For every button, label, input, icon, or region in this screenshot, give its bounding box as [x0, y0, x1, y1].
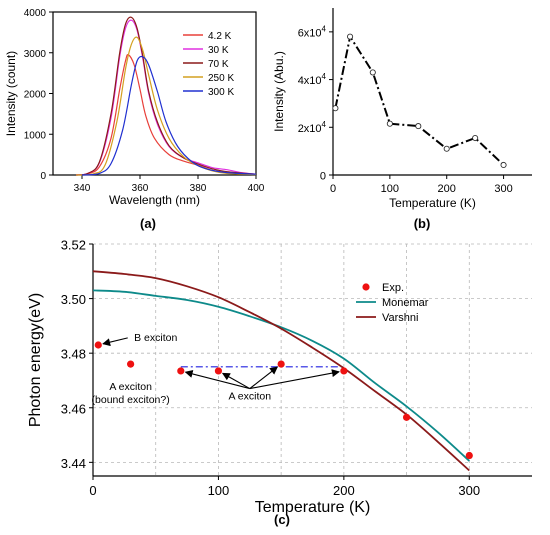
- panel-a-caption: (a): [140, 216, 156, 231]
- intensity-marker: [472, 134, 479, 142]
- annotation-label: A exciton: [109, 381, 152, 393]
- panel-b-intensity: (b) 0 100 200 300 0 2x104 4x104 6x104 Temperatur…: [272, 8, 532, 231]
- legend-label: 30 K: [208, 45, 229, 56]
- intensity-marker: [386, 120, 393, 127]
- exp-point: [177, 367, 185, 375]
- intensity-marker: [443, 145, 450, 152]
- legend-label: 250 K: [208, 73, 234, 84]
- x-tick-label: 380: [190, 183, 207, 194]
- spectrum-line-250K: [76, 36, 257, 176]
- exp-point: [465, 451, 473, 460]
- annotation-arrow: [221, 372, 251, 390]
- exp-point: [340, 367, 348, 375]
- exp-point: [94, 341, 102, 349]
- model-line-monemar: [92, 289, 470, 462]
- exp-point: [277, 360, 285, 368]
- x-tick-label: 300: [494, 183, 512, 195]
- intensity-marker: [500, 161, 507, 169]
- intensity-marker: [332, 105, 339, 112]
- y-tick-label: 2000: [24, 90, 47, 101]
- annotation-label: (bound exciton?): [92, 394, 170, 406]
- x-axis-label: Temperature (K): [389, 196, 476, 210]
- legend-label: 70 K: [208, 59, 229, 70]
- y-tick-label: 2x104: [298, 120, 327, 135]
- intensity-marker: [415, 123, 422, 130]
- panel-c-caption: (c): [274, 512, 290, 527]
- spectrum-line-300K: [81, 55, 257, 176]
- legend-swatch-exp: [362, 283, 370, 291]
- y-tick-label: 3000: [24, 49, 47, 60]
- exp-point: [127, 360, 135, 368]
- y-tick-label: 3.48: [61, 347, 86, 362]
- panel-a-spectra: (a) 340 360 380 40001000200030004000Wavelen…: [4, 8, 265, 231]
- exp-point: [214, 367, 223, 375]
- legend-label: Exp.: [382, 282, 404, 294]
- annotation-arrow: [249, 366, 278, 390]
- annotation-label: B exciton: [134, 332, 177, 344]
- y-axis-label: Intensity (Abu.): [272, 51, 286, 132]
- x-tick-label: 0: [89, 483, 96, 498]
- y-tick-label: 6x104: [298, 24, 327, 39]
- x-tick-label: 300: [458, 483, 480, 498]
- panel-c-photon-energy: (c) 0 100 200 300 3.44 3.46 3.48 3.50 3.52 Temper…: [27, 238, 532, 527]
- annotation-label: A exciton: [228, 391, 271, 403]
- y-tick-label: 3.44: [61, 456, 86, 471]
- y-tick-label: 0: [40, 171, 46, 182]
- y-tick-label: 3.52: [61, 238, 86, 253]
- y-axis-label: Photon energy(eV): [27, 293, 44, 427]
- annotation-arrow: [184, 370, 250, 390]
- legend-label: Monemar: [382, 297, 429, 309]
- annotation-arrow: [102, 337, 128, 347]
- legend-label: 4.2 K: [208, 31, 232, 42]
- x-tick-label: 100: [208, 483, 230, 498]
- x-tick-label: 200: [438, 183, 456, 195]
- intensity-marker: [347, 33, 354, 40]
- x-tick-label: 340: [74, 183, 91, 194]
- x-tick-label: 360: [132, 183, 149, 194]
- x-tick-label: 0: [330, 183, 336, 195]
- y-tick-label: 3.46: [61, 401, 86, 416]
- y-axis-label: Intensity (count): [4, 51, 18, 136]
- x-tick-label: 400: [248, 183, 265, 194]
- y-tick-label: 4000: [24, 8, 47, 19]
- x-axis-label: Temperature (K): [255, 499, 371, 516]
- intensity-line: [334, 33, 505, 166]
- y-tick-label: 4x104: [298, 72, 327, 87]
- panel-b-caption: (b): [414, 216, 431, 231]
- legend-label: 300 K: [208, 87, 234, 98]
- annotation-arrow: [249, 369, 340, 390]
- exp-point: [402, 413, 411, 421]
- y-tick-label: 3.50: [61, 292, 86, 307]
- x-tick-label: 200: [333, 483, 355, 498]
- x-tick-label: 100: [381, 183, 399, 195]
- x-axis-label: Wavelength (nm): [109, 193, 200, 207]
- y-tick-label: 1000: [24, 130, 47, 141]
- intensity-marker: [369, 69, 376, 76]
- legend-label: Varshni: [382, 312, 418, 324]
- y-tick-label: 0: [320, 171, 326, 183]
